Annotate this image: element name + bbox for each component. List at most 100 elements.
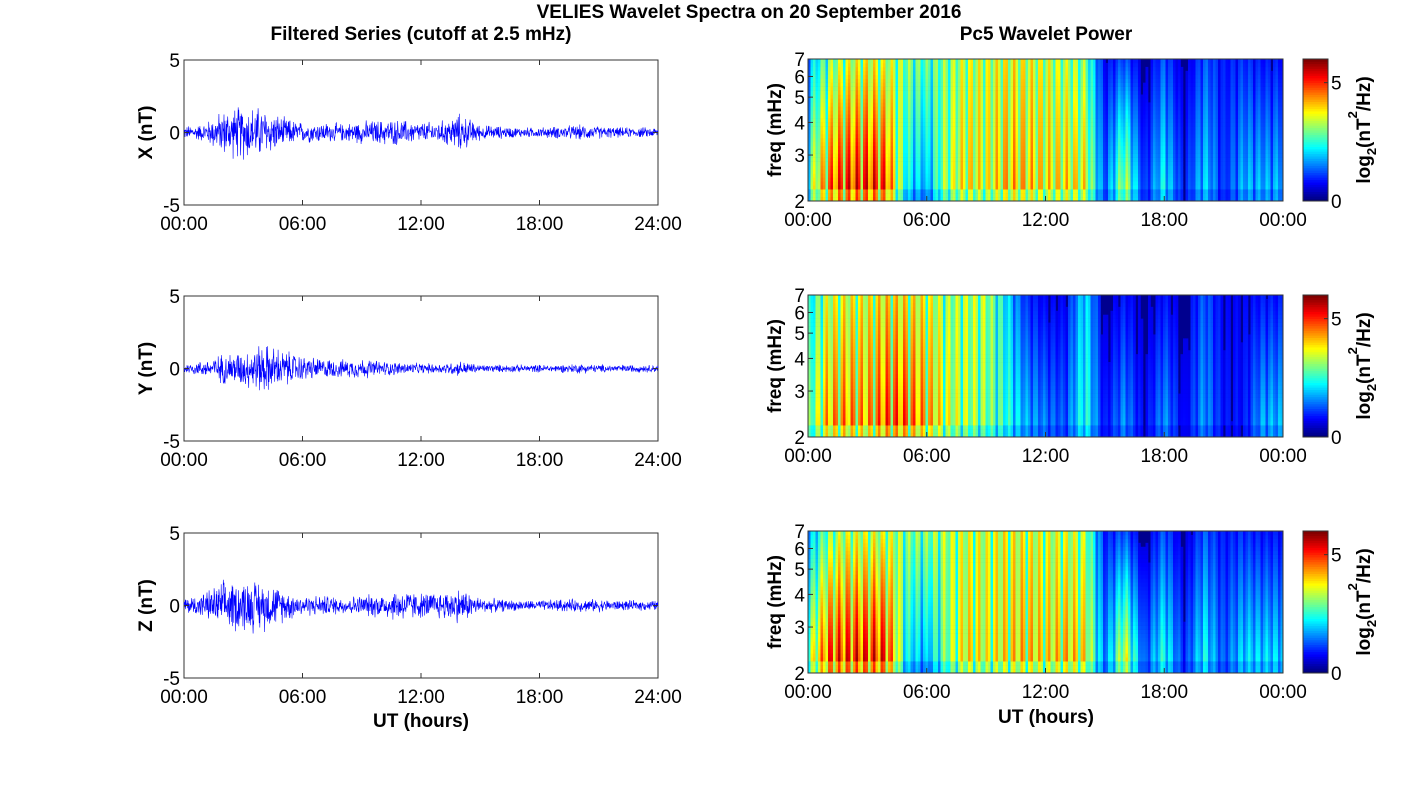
heatmap-cell xyxy=(840,137,844,143)
heatmap-cell xyxy=(1113,118,1116,123)
heatmap-cell xyxy=(1073,137,1076,143)
heatmap-cell xyxy=(880,90,884,95)
heatmap-cell xyxy=(913,193,916,198)
heatmap-cell xyxy=(1108,177,1111,182)
heatmap-cell xyxy=(1013,137,1016,143)
heatmap-cell xyxy=(1028,141,1031,147)
heatmap-cell xyxy=(985,98,989,103)
heatmap-cell xyxy=(910,173,914,178)
heatmap-cell xyxy=(1100,59,1104,64)
heatmap-cell xyxy=(1010,169,1014,174)
heatmap-cell xyxy=(878,177,881,182)
heatmap-cell xyxy=(905,145,909,151)
heatmap-cell xyxy=(905,189,909,194)
heatmap-cell xyxy=(933,165,936,170)
heatmap-cell xyxy=(1060,106,1064,111)
heatmap-cell xyxy=(1098,153,1101,158)
heatmap-cell xyxy=(1100,118,1104,123)
heatmap-cell xyxy=(1133,197,1136,202)
heatmap-cell xyxy=(1095,169,1099,174)
heatmap-cell xyxy=(1003,74,1006,80)
heatmap-cell xyxy=(900,137,904,143)
heatmap-cell xyxy=(1068,133,1071,139)
heatmap-cell xyxy=(1048,82,1051,87)
heatmap-cell xyxy=(935,173,939,178)
heatmap-cell xyxy=(930,86,934,91)
heatmap-cell xyxy=(983,181,986,186)
heatmap-cell xyxy=(835,126,839,131)
heatmap-cell xyxy=(1123,141,1126,147)
heatmap-cell xyxy=(1118,165,1121,170)
heatmap-cell xyxy=(970,169,974,174)
heatmap-cell xyxy=(865,78,869,83)
heatmap-cell xyxy=(1068,161,1071,166)
heatmap-cell xyxy=(1075,145,1079,151)
heatmap-cell xyxy=(1083,185,1086,190)
heatmap-cell xyxy=(863,161,866,166)
heatmap-cell xyxy=(1018,181,1021,186)
heatmap-cell xyxy=(945,161,949,166)
signal-line xyxy=(183,579,659,634)
heatmap-cell xyxy=(888,90,891,95)
heatmap-cell xyxy=(910,59,914,64)
heatmap-cell xyxy=(893,78,896,83)
heatmap-cell xyxy=(1080,94,1084,99)
heatmap-cell xyxy=(1040,157,1044,162)
heatmap-cell xyxy=(1063,181,1066,186)
heatmap-cell xyxy=(878,126,881,131)
heatmap-cell xyxy=(993,137,996,143)
heatmap-cell xyxy=(953,74,956,80)
heatmap-cell xyxy=(905,102,909,107)
heatmap-cell xyxy=(973,197,976,202)
heatmap-cell xyxy=(873,59,876,64)
heatmap-cell xyxy=(883,90,886,95)
heatmap-cell xyxy=(870,157,874,162)
heatmap-cell xyxy=(1078,153,1081,158)
heatmap-cell xyxy=(878,137,881,143)
heatmap-cell xyxy=(925,185,929,190)
heatmap-cell xyxy=(885,161,889,166)
heatmap-cell xyxy=(945,153,949,158)
heatmap-cell xyxy=(1115,189,1119,194)
heatmap-cell xyxy=(1038,149,1041,154)
heatmap-cell xyxy=(898,110,901,115)
heatmap-cell xyxy=(1093,66,1096,72)
heatmap-cell xyxy=(893,173,896,178)
heatmap-cell xyxy=(813,78,816,83)
heatmap-cell xyxy=(858,153,861,158)
heatmap-cell xyxy=(958,70,961,76)
heatmap-cell xyxy=(878,141,881,147)
heatmap-cell xyxy=(953,90,956,95)
heatmap-cell xyxy=(933,90,936,95)
heatmap-cell xyxy=(1048,118,1051,123)
heatmap-cell xyxy=(935,66,939,72)
heatmap-cell xyxy=(1115,197,1119,202)
heatmap-cell xyxy=(883,114,886,119)
heatmap-cell xyxy=(1063,165,1066,170)
heatmap-cell xyxy=(970,70,974,76)
heatmap-cell xyxy=(1055,141,1059,147)
heatmap-cell xyxy=(1070,118,1074,123)
heatmap-cell xyxy=(1095,118,1099,123)
heatmap-cell xyxy=(1063,193,1066,198)
heatmap-cell xyxy=(943,149,946,154)
heatmap-cell xyxy=(933,157,936,162)
heatmap-cell xyxy=(810,94,814,99)
heatmap-cell xyxy=(883,165,886,170)
heatmap-cell xyxy=(818,145,821,151)
heatmap-cell xyxy=(1150,197,1154,202)
heatmap-cell xyxy=(1055,110,1059,115)
heatmap-cell xyxy=(895,149,899,154)
heatmap-cell xyxy=(828,59,831,64)
heatmap-cell xyxy=(1090,181,1094,186)
heatmap-cell xyxy=(1003,66,1006,72)
heatmap-cell xyxy=(830,133,834,139)
heatmap-cell xyxy=(1083,82,1086,87)
heatmap-cell xyxy=(1075,149,1079,154)
y-tick-label: 5 xyxy=(169,51,180,72)
heatmap-cell xyxy=(1123,126,1126,131)
heatmap-cell xyxy=(1063,98,1066,103)
heatmap-cell xyxy=(1105,126,1109,131)
heatmap-cell xyxy=(813,62,816,68)
heatmap-cell xyxy=(1070,145,1074,151)
